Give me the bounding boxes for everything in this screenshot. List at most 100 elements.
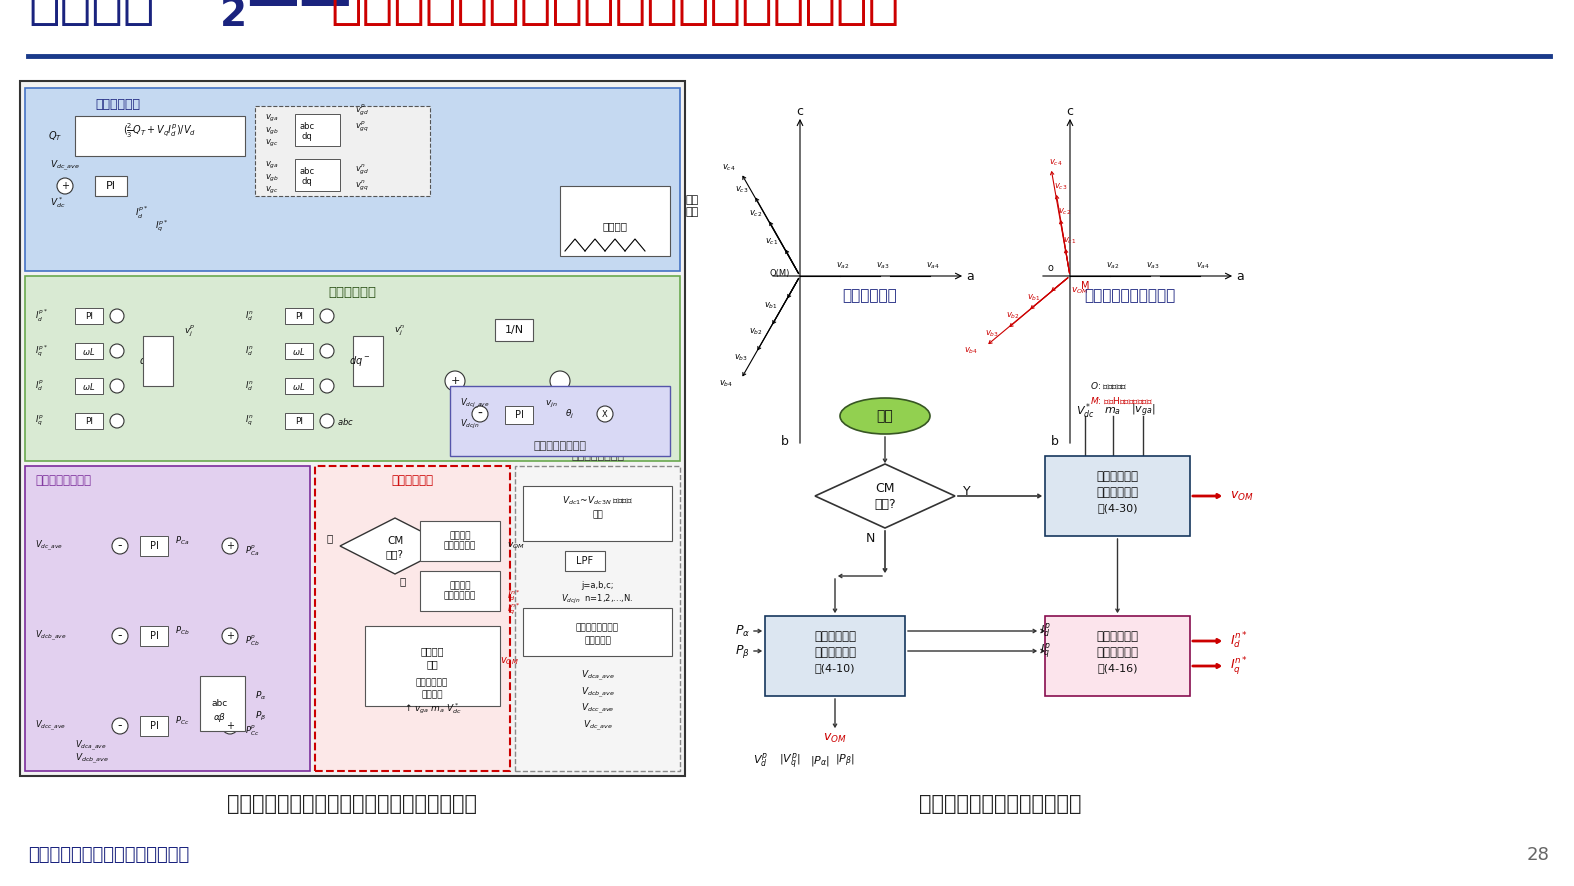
Text: 负序电流注入: 负序电流注入	[1097, 629, 1138, 642]
Text: $v_{OM}$: $v_{OM}$	[501, 655, 519, 667]
Text: a: a	[966, 269, 974, 283]
Text: $|P_\alpha|$: $|P_\alpha|$	[811, 754, 829, 768]
Circle shape	[110, 344, 124, 358]
Text: 相间电压均衡: 相间电压均衡	[814, 646, 856, 658]
Text: $V_{dc\_ave}$: $V_{dc\_ave}$	[582, 719, 612, 734]
Circle shape	[110, 379, 124, 393]
Bar	[143, 336, 173, 386]
Text: $\uparrow v_{ga}$ $m_a$ $V_{dc}^*$: $\uparrow v_{ga}$ $m_a$ $V_{dc}^*$	[403, 702, 461, 716]
Bar	[285, 308, 313, 324]
Text: $v_{OM}$: $v_{OM}$	[1229, 489, 1253, 502]
Bar	[294, 114, 340, 146]
Text: PI: PI	[85, 312, 93, 321]
Circle shape	[320, 344, 334, 358]
Text: 多端口微电网模块故障穿越运行控制框图: 多端口微电网模块故障穿越运行控制框图	[331, 0, 899, 28]
Bar	[25, 276, 680, 461]
Circle shape	[472, 406, 488, 422]
Text: ——: ——	[246, 0, 351, 28]
Text: $v_{OM}$: $v_{OM}$	[467, 420, 486, 431]
Text: CM: CM	[875, 481, 894, 494]
Text: $\omega L$: $\omega L$	[293, 346, 305, 356]
Text: $P_\alpha$: $P_\alpha$	[255, 689, 266, 703]
Text: 故障穿越运行整体控制流程图: 故障穿越运行整体控制流程图	[919, 794, 1081, 814]
Text: $M$: 级联H桥变换器中性点: $M$: 级联H桥变换器中性点	[1091, 396, 1154, 407]
Text: $I_q^{n*}$: $I_q^{n*}$	[1229, 655, 1248, 677]
Bar	[25, 88, 680, 271]
Bar	[505, 406, 534, 424]
Text: 故障后相量图: 故障后相量图	[842, 289, 897, 304]
Text: $V_{dca\_ave}$: $V_{dca\_ave}$	[581, 669, 614, 683]
Text: abc: abc	[299, 121, 315, 130]
Text: 注入: 注入	[427, 659, 438, 669]
Text: $V_{dcjn}$  n=1,2,...,N.: $V_{dcjn}$ n=1,2,...,N.	[562, 593, 634, 605]
Circle shape	[110, 309, 124, 323]
Text: N: N	[866, 532, 875, 545]
Text: $P_{Cb}^p$: $P_{Cb}^p$	[246, 633, 260, 649]
Bar	[76, 378, 102, 394]
Text: 是: 是	[400, 576, 406, 586]
Polygon shape	[340, 518, 450, 574]
Text: $v_{b3}$: $v_{b3}$	[733, 353, 748, 363]
Circle shape	[57, 178, 72, 194]
Text: $v_{a3}$: $v_{a3}$	[877, 260, 889, 271]
Text: 用于调整三相: 用于调整三相	[416, 679, 449, 688]
Text: $I_q^{p}$: $I_q^{p}$	[35, 414, 44, 428]
Text: $V_{dc1}$~$V_{dc3N}$ 信号采样: $V_{dc1}$~$V_{dc3N}$ 信号采样	[562, 494, 633, 508]
Text: $P_{Cc}^p$: $P_{Cc}^p$	[246, 724, 260, 738]
Bar	[285, 413, 313, 429]
Circle shape	[445, 371, 464, 391]
Text: 电流内环控制: 电流内环控制	[329, 286, 376, 299]
Circle shape	[112, 538, 127, 554]
Text: $I_d^{n}$: $I_d^{n}$	[246, 309, 253, 323]
Text: $\omega L$: $\omega L$	[82, 380, 96, 392]
Text: -: -	[118, 540, 123, 553]
Text: 模块电容均衡控制: 模块电容均衡控制	[571, 451, 623, 461]
Bar	[76, 116, 246, 156]
Text: $\alpha\beta$: $\alpha\beta$	[214, 711, 227, 725]
Text: 2: 2	[220, 0, 247, 34]
Bar	[76, 308, 102, 324]
Text: +: +	[227, 541, 235, 551]
Text: $(\frac{2}{3}Q_T + V_q I_d^p)/V_d$: $(\frac{2}{3}Q_T + V_q I_d^p)/V_d$	[123, 122, 197, 140]
Text: a: a	[1236, 269, 1243, 283]
Text: 相间电压均衡控制: 相间电压均衡控制	[35, 474, 91, 487]
Text: $dq^+$: $dq^+$	[140, 354, 161, 369]
Text: $V_{dcb\_ave}$: $V_{dcb\_ave}$	[581, 686, 614, 700]
Text: $v_{ga}$
$v_{gb}$
$v_{gc}$: $v_{ga}$ $v_{gb}$ $v_{gc}$	[264, 159, 279, 197]
Text: $V_{dcjn}$: $V_{dcjn}$	[460, 417, 480, 431]
Text: $v_{c3}$: $v_{c3}$	[1055, 182, 1067, 192]
Text: 研究进展: 研究进展	[28, 0, 154, 28]
Text: 调制参考调整: 调制参考调整	[1097, 486, 1138, 499]
Text: $v_{b1}$: $v_{b1}$	[763, 300, 778, 311]
Bar	[353, 336, 382, 386]
Text: 所提多端口微电网模块故障穿越运行控制框图: 所提多端口微电网模块故障穿越运行控制框图	[228, 794, 477, 814]
Text: $abc$: $abc$	[337, 416, 354, 426]
Text: $V_{dcb\_ave}$: $V_{dcb\_ave}$	[76, 751, 109, 766]
Text: LPF: LPF	[576, 556, 593, 566]
Polygon shape	[815, 464, 955, 528]
Text: +: +	[61, 181, 69, 191]
Text: $V_{dcc\_ave}$: $V_{dcc\_ave}$	[35, 719, 66, 734]
Text: $V_{dc\_ave}$: $V_{dc\_ave}$	[50, 159, 80, 174]
Bar	[494, 319, 534, 341]
Text: $v_{c3}$: $v_{c3}$	[735, 185, 749, 195]
Text: O(M): O(M)	[770, 268, 790, 277]
Bar	[1045, 456, 1190, 536]
Text: $I_d^{n}$: $I_d^{n}$	[246, 345, 253, 358]
Text: $V_{dca\_ave}$: $V_{dca\_ave}$	[76, 739, 107, 753]
Bar	[94, 176, 127, 196]
Text: X: X	[603, 409, 608, 418]
Text: $V_{dcj\_ave}$: $V_{dcj\_ave}$	[460, 397, 490, 411]
Text: $I_d^{p}$: $I_d^{p}$	[35, 378, 44, 393]
Text: $v_{gd}^p$
$v_{gq}^p$: $v_{gd}^p$ $v_{gq}^p$	[356, 103, 370, 134]
Text: $v_{c2}$: $v_{c2}$	[749, 209, 763, 219]
Text: $v_{b4}$: $v_{b4}$	[963, 346, 977, 356]
Bar	[420, 571, 501, 611]
Text: $|v_{ga}|$: $|v_{ga}|$	[1130, 403, 1155, 419]
Text: $v_{a4}$: $v_{a4}$	[1196, 260, 1210, 271]
Ellipse shape	[841, 398, 930, 434]
Bar	[523, 608, 672, 656]
Text: $V_{dcc\_ave}$: $V_{dcc\_ave}$	[581, 702, 614, 716]
Bar	[285, 378, 313, 394]
Text: $v_{a2}$: $v_{a2}$	[1107, 260, 1119, 271]
